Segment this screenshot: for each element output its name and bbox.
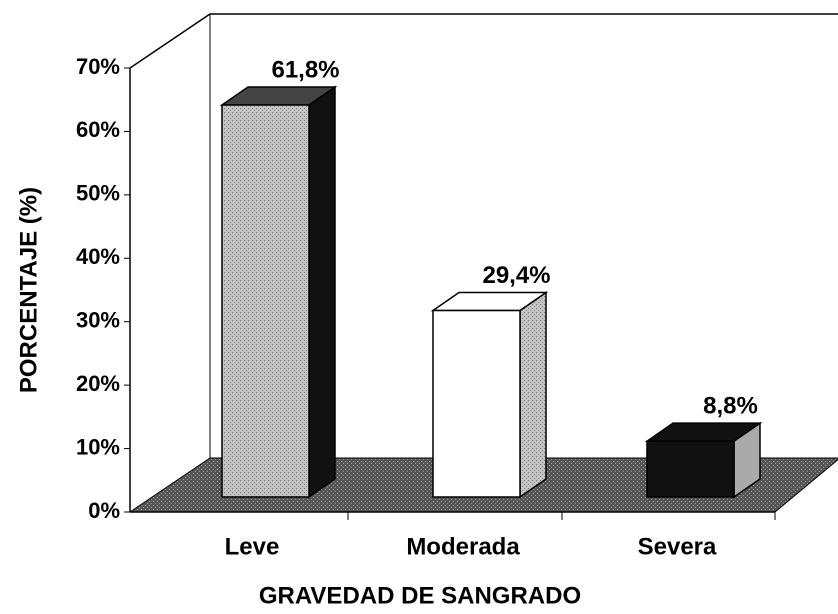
value-label: 29,4% (482, 262, 550, 289)
bar-side (519, 291, 547, 499)
y-tick-label: 0% (88, 498, 120, 523)
x-tick-label: Severa (638, 533, 717, 560)
back-wall (129, 13, 838, 512)
x-tick-label: Moderada (406, 533, 520, 560)
bar (432, 309, 521, 498)
y-tick-label: 60% (76, 117, 120, 142)
x-tick-label: Leve (225, 533, 280, 560)
y-axis-title: PORCENTAJE (%) (15, 187, 42, 393)
y-tick-label: 40% (76, 244, 120, 269)
y-tick-label: 10% (76, 434, 120, 459)
y-tick-label: 20% (76, 371, 120, 396)
value-label: 61,8% (271, 56, 339, 83)
bar (646, 440, 735, 498)
x-axis-title: GRAVEDAD DE SANGRADO (259, 582, 581, 609)
y-tick-label: 50% (76, 181, 120, 206)
y-tick-label: 30% (76, 308, 120, 333)
bar (221, 104, 310, 498)
bar-side (308, 85, 336, 499)
value-label: 8,8% (703, 393, 758, 420)
y-tick-label: 70% (76, 54, 120, 79)
